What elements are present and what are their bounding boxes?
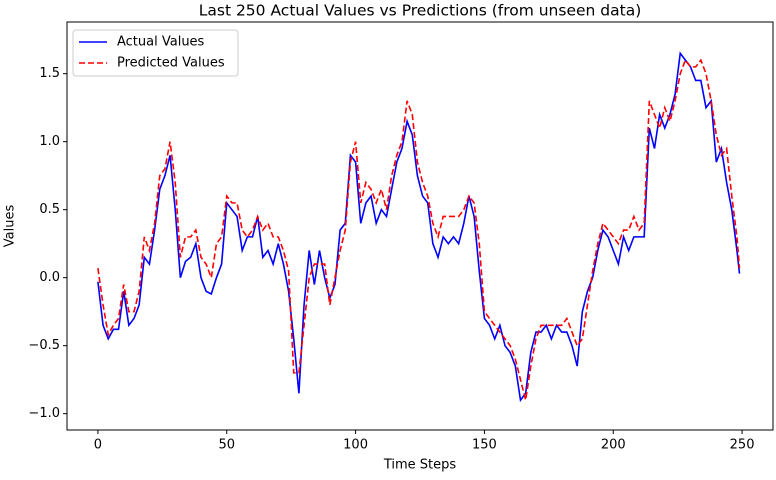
legend-label: Actual Values: [117, 35, 205, 50]
plot-frame: [66, 21, 774, 431]
chart-title: Last 250 Actual Values vs Predictions (f…: [199, 2, 642, 20]
y-tick-label: 1.5: [39, 66, 60, 81]
x-tick-label: 250: [730, 438, 755, 453]
x-tick-label: 150: [472, 438, 497, 453]
x-tick-label: 0: [94, 438, 102, 453]
x-tick-label: 100: [343, 438, 368, 453]
x-tick-label: 50: [218, 438, 235, 453]
y-tick-label: −0.5: [28, 338, 60, 353]
y-tick-label: 0.5: [39, 202, 60, 217]
legend-label: Predicted Values: [117, 56, 225, 71]
data-line: [97, 58, 741, 401]
y-axis-label: Values: [3, 205, 18, 248]
legend-box: [72, 29, 239, 77]
y-tick-label: −1.0: [28, 406, 60, 421]
y-tick-label: 0.0: [39, 270, 60, 285]
y-tick-label: 1.0: [39, 134, 60, 149]
data-line: [97, 51, 741, 403]
x-axis-label: Time Steps: [383, 458, 457, 473]
x-tick-label: 200: [601, 438, 626, 453]
